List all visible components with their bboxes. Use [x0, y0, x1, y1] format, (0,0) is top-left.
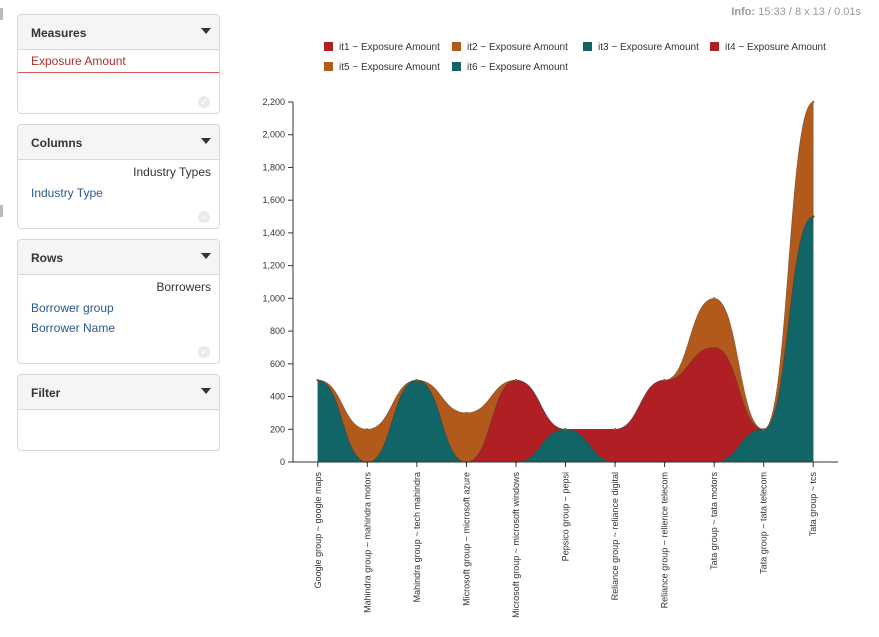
x-tick-label: Microsoft group ~ microsoft azure — [461, 472, 471, 606]
y-tick-label: 2,000 — [262, 130, 285, 140]
info-bar: Info: 15:33 / 8 x 13 / 0.01s — [731, 6, 861, 18]
y-tick-label: 0 — [280, 457, 285, 467]
filter-title: Filter — [31, 386, 61, 400]
x-tick-label: Reliance group ~ reliance digital — [610, 472, 620, 600]
legend-swatch — [324, 62, 333, 71]
data-point — [316, 378, 319, 382]
rows-header[interactable]: Rows — [18, 240, 219, 275]
x-tick-label: Reliance group ~ relience telecom — [660, 472, 670, 608]
data-point — [762, 428, 765, 431]
x-tick-label: Tata group ~ tcs — [808, 472, 818, 537]
edge-marker — [0, 8, 3, 20]
y-tick-label: 1,400 — [262, 228, 285, 238]
filter-header[interactable]: Filter — [18, 375, 219, 410]
measures-header[interactable]: Measures — [18, 15, 219, 50]
area-series-5 — [317, 101, 814, 463]
clear-icon[interactable]: ✓ — [198, 346, 210, 358]
data-point — [366, 428, 369, 431]
area-chart: it1 ~ Exposure Amount it2 ~ Exposure Amou… — [262, 42, 838, 618]
x-tick-label: Google group ~ google maps — [313, 472, 323, 589]
legend-swatch — [583, 42, 592, 51]
legend-item[interactable]: it1 ~ Exposure Amount — [324, 42, 440, 53]
columns-title: Columns — [31, 136, 83, 150]
legend-swatch — [710, 42, 719, 51]
x-tick-label: Tata group ~ tata motors — [709, 472, 719, 570]
y-tick-label: 800 — [270, 326, 285, 336]
edge-marker — [0, 205, 3, 217]
info-time: 15:33 — [758, 6, 786, 18]
info-duration: / 0.01s — [827, 6, 861, 18]
data-point — [465, 411, 468, 415]
data-point — [514, 378, 518, 382]
chevron-down-icon[interactable] — [201, 253, 211, 259]
legend-swatch — [452, 62, 461, 71]
data-point — [812, 100, 815, 104]
legend-item[interactable]: it5 ~ Exposure Amount — [324, 62, 440, 73]
columns-header[interactable]: Columns — [18, 125, 219, 160]
y-tick-label: 2,200 — [262, 97, 285, 107]
data-point — [564, 428, 567, 431]
x-tick-label: Mahindra group ~ mahindra motors — [362, 472, 372, 613]
chevron-down-icon[interactable] — [201, 138, 211, 144]
legend-label: it6 ~ Exposure Amount — [467, 62, 568, 73]
y-tick-label: 600 — [270, 359, 285, 369]
info-dims: / 8 x 13 — [788, 6, 825, 18]
measures-panel: Measures Exposure Amount ✓ — [17, 14, 220, 114]
info-label: Info: — [731, 6, 756, 18]
x-tick-label: Tata group ~ tata telecom — [759, 472, 769, 574]
data-point — [663, 378, 666, 382]
filter-dropzone[interactable] — [18, 410, 219, 450]
legend-item[interactable]: it4 ~ Exposure Amount — [710, 42, 826, 53]
columns-panel: Columns Industry Types Industry Type ✓ — [17, 124, 220, 229]
y-tick-label: 1,800 — [262, 162, 285, 172]
column-item-industry-type[interactable]: Industry Type — [31, 186, 103, 200]
chevron-down-icon[interactable] — [201, 388, 211, 394]
measures-title: Measures — [31, 26, 87, 40]
rows-panel: Rows Borrowers Borrower group Borrower N… — [17, 239, 220, 364]
legend-label: it2 ~ Exposure Amount — [467, 42, 568, 53]
y-tick-label: 1,000 — [262, 293, 285, 303]
legend-swatch — [324, 42, 333, 51]
legend-label: it3 ~ Exposure Amount — [598, 42, 699, 53]
legend-item[interactable]: it2 ~ Exposure Amount — [452, 42, 568, 53]
x-tick-label: Pepsico group ~ pepsi — [561, 472, 571, 561]
y-tick-label: 1,600 — [262, 195, 285, 205]
y-tick-label: 400 — [270, 392, 285, 402]
legend-label: it4 ~ Exposure Amount — [725, 42, 826, 53]
x-tick-label: Microsoft group ~ microsoft windows — [511, 472, 521, 618]
legend-item[interactable]: it6 ~ Exposure Amount — [452, 62, 568, 73]
data-point — [415, 378, 419, 382]
row-item-borrower-group[interactable]: Borrower group — [31, 301, 114, 315]
x-tick-label: Mahindra group ~ tech mahindra — [412, 472, 422, 602]
data-point — [613, 428, 617, 431]
clear-icon[interactable]: ✓ — [198, 96, 210, 108]
legend-label: it1 ~ Exposure Amount — [339, 42, 440, 53]
rows-header-label: Borrowers — [156, 280, 211, 294]
row-item-borrower-name[interactable]: Borrower Name — [31, 321, 116, 335]
data-point — [712, 297, 716, 300]
filter-panel: Filter — [17, 374, 220, 451]
columns-header-label: Industry Types — [133, 165, 211, 179]
legend-item[interactable]: it3 ~ Exposure Amount — [583, 42, 699, 53]
legend-label: it5 ~ Exposure Amount — [339, 62, 440, 73]
y-tick-label: 200 — [270, 424, 285, 434]
y-tick-label: 1,200 — [262, 261, 285, 271]
rows-title: Rows — [31, 251, 64, 265]
chevron-down-icon[interactable] — [201, 28, 211, 34]
legend-swatch — [452, 42, 461, 51]
measure-item-exposure-amount[interactable]: Exposure Amount — [18, 50, 219, 73]
clear-icon[interactable]: ✓ — [198, 211, 210, 223]
